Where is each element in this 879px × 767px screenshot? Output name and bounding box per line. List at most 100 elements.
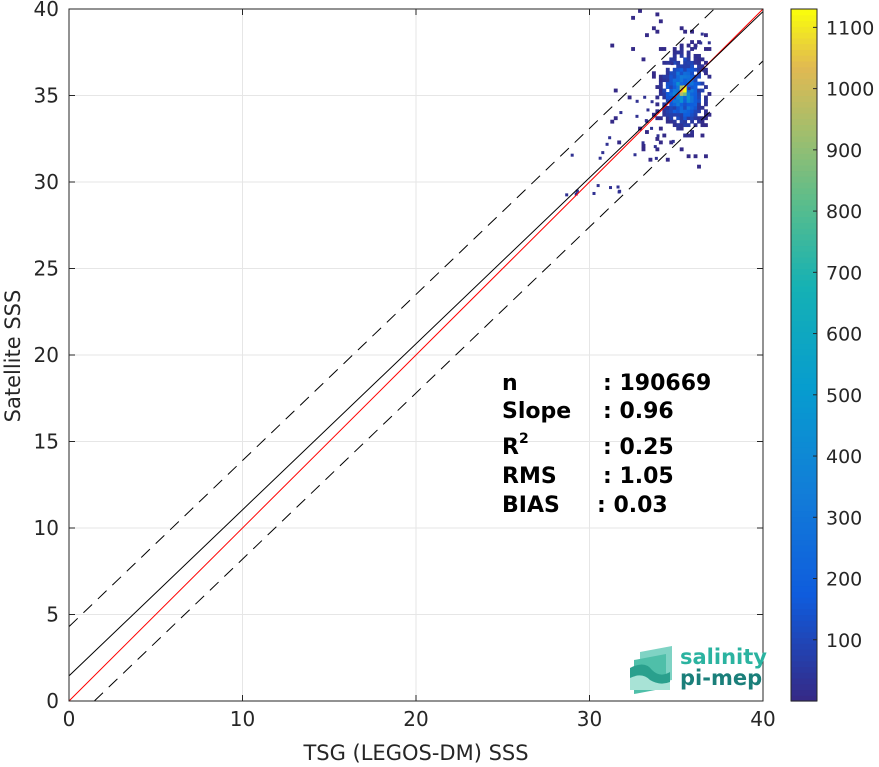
colorbar-segment — [791, 32, 817, 39]
density-cell — [690, 98, 694, 103]
colorbar-segment — [791, 412, 817, 420]
colorbar-segment — [791, 493, 817, 500]
density-cell — [672, 98, 677, 103]
colorbar-segment — [791, 101, 817, 108]
colorbar-segment — [791, 256, 817, 264]
density-cell — [679, 147, 684, 152]
density-cell — [575, 189, 579, 193]
density-cell — [658, 116, 663, 121]
density-cell — [669, 112, 674, 117]
density-cell — [697, 102, 701, 107]
density-cell — [703, 69, 707, 73]
density-cell — [679, 26, 684, 31]
density-cell — [683, 67, 688, 72]
density-cell — [672, 92, 677, 96]
ref-line-upper-bound — [68, 8, 715, 627]
density-cell — [656, 134, 660, 138]
density-cell — [669, 78, 674, 83]
density-cell — [665, 67, 670, 72]
density-cell — [679, 123, 684, 128]
density-cell — [707, 112, 712, 117]
density-cell — [690, 60, 694, 65]
stat-rms-label: RMS — [502, 464, 557, 489]
density-cell — [693, 92, 698, 96]
density-cell — [672, 50, 677, 55]
density-cell — [617, 190, 621, 194]
colorbar-segment — [791, 9, 817, 16]
y-axis-label: Satellite SSS — [1, 290, 25, 423]
density-cell — [672, 78, 677, 83]
ref-line-identity — [68, 8, 764, 702]
density-cell — [697, 88, 701, 93]
colorbar-segment — [791, 441, 817, 448]
density-cell — [655, 12, 660, 17]
density-cell — [658, 88, 663, 93]
colorbar-tick-label: 1000 — [826, 79, 874, 101]
colorbar-segment — [791, 297, 817, 304]
colorbar-segment — [791, 429, 817, 437]
density-cell — [627, 95, 632, 100]
ref-line-fit — [68, 11, 764, 677]
colorbar-tick-label: 900 — [826, 140, 862, 162]
density-cell — [655, 85, 660, 89]
density-cell — [683, 57, 688, 62]
colorbar-segment — [791, 326, 817, 333]
density-cell — [655, 116, 660, 121]
density-cell — [676, 123, 681, 128]
density-cell — [676, 105, 681, 110]
density-cell — [683, 88, 688, 93]
colorbar-segment — [791, 597, 817, 604]
density-cell — [686, 60, 691, 65]
colorbar-tick-label: 1100 — [826, 17, 874, 39]
x-tick-label: 40 — [750, 707, 775, 731]
density-cell — [690, 47, 694, 51]
colorbar-segment — [791, 43, 817, 50]
density-cell — [690, 88, 694, 93]
density-cell — [676, 126, 681, 131]
density-cell — [651, 71, 656, 76]
density-cell — [665, 60, 670, 65]
colorbar-segment — [791, 72, 817, 79]
density-cell — [658, 78, 663, 83]
colorbar-segment — [791, 510, 817, 518]
density-cell — [697, 116, 701, 121]
density-cell — [672, 88, 677, 93]
density-cell — [686, 98, 691, 103]
colorbar-segment — [791, 487, 817, 494]
density-cell — [697, 53, 701, 58]
density-cell — [697, 57, 701, 62]
colorbar-segment — [791, 660, 817, 667]
density-cell — [679, 119, 684, 124]
density-cell — [645, 33, 649, 38]
density-cell — [693, 43, 698, 48]
density-cell — [655, 137, 660, 141]
density-cell — [683, 64, 688, 69]
density-cell — [697, 109, 701, 114]
colorbar-segment — [791, 556, 817, 564]
density-cell — [686, 71, 691, 76]
density-cell — [686, 95, 691, 100]
density-cell — [633, 153, 637, 157]
density-cell — [610, 43, 615, 48]
density-cell — [570, 153, 574, 157]
density-cell — [671, 139, 675, 143]
density-cell — [679, 102, 684, 107]
density-cell — [662, 112, 667, 117]
x-axis-label: TSG (LEGOS-DM) SSS — [302, 741, 528, 765]
density-cell — [693, 109, 698, 114]
colorbar-segment — [791, 355, 817, 362]
density-cell — [641, 147, 646, 152]
colorbar-segment — [791, 55, 817, 62]
density-cell — [683, 105, 688, 110]
density-cell — [693, 112, 698, 117]
stat-r2-label: R2 — [502, 431, 529, 460]
colorbar-segment — [791, 683, 817, 691]
density-cell — [693, 46, 697, 50]
colorbar-segment — [791, 216, 817, 223]
density-cell — [704, 33, 708, 38]
density-cell — [690, 105, 694, 110]
density-cell — [669, 74, 674, 79]
density-cell — [658, 47, 663, 51]
colorbar-segment — [791, 49, 817, 56]
colorbar-segment — [791, 228, 817, 235]
